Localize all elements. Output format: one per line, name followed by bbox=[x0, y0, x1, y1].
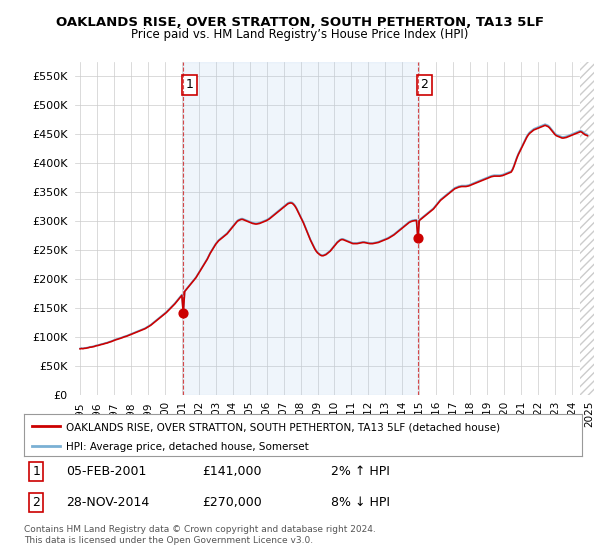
Bar bbox=[183, 62, 418, 395]
Text: 8% ↓ HPI: 8% ↓ HPI bbox=[331, 496, 390, 509]
Text: £270,000: £270,000 bbox=[203, 496, 262, 509]
Text: OAKLANDS RISE, OVER STRATTON, SOUTH PETHERTON, TA13 5LF: OAKLANDS RISE, OVER STRATTON, SOUTH PETH… bbox=[56, 16, 544, 29]
Text: 05-FEB-2001: 05-FEB-2001 bbox=[66, 465, 146, 478]
Text: 2% ↑ HPI: 2% ↑ HPI bbox=[331, 465, 390, 478]
Text: 1: 1 bbox=[186, 78, 194, 91]
Text: OAKLANDS RISE, OVER STRATTON, SOUTH PETHERTON, TA13 5LF (detached house): OAKLANDS RISE, OVER STRATTON, SOUTH PETH… bbox=[66, 422, 500, 432]
Text: 28-NOV-2014: 28-NOV-2014 bbox=[66, 496, 149, 509]
Text: 1: 1 bbox=[32, 465, 40, 478]
Text: HPI: Average price, detached house, Somerset: HPI: Average price, detached house, Some… bbox=[66, 442, 308, 452]
Point bbox=[178, 309, 188, 318]
Text: £141,000: £141,000 bbox=[203, 465, 262, 478]
Text: 2: 2 bbox=[32, 496, 40, 509]
Text: Contains HM Land Registry data © Crown copyright and database right 2024.
This d: Contains HM Land Registry data © Crown c… bbox=[24, 525, 376, 545]
Text: Price paid vs. HM Land Registry’s House Price Index (HPI): Price paid vs. HM Land Registry’s House … bbox=[131, 28, 469, 41]
Bar bbox=[580, 62, 594, 395]
Text: 2: 2 bbox=[421, 78, 428, 91]
Point bbox=[413, 234, 423, 243]
Bar bbox=[580, 62, 594, 395]
